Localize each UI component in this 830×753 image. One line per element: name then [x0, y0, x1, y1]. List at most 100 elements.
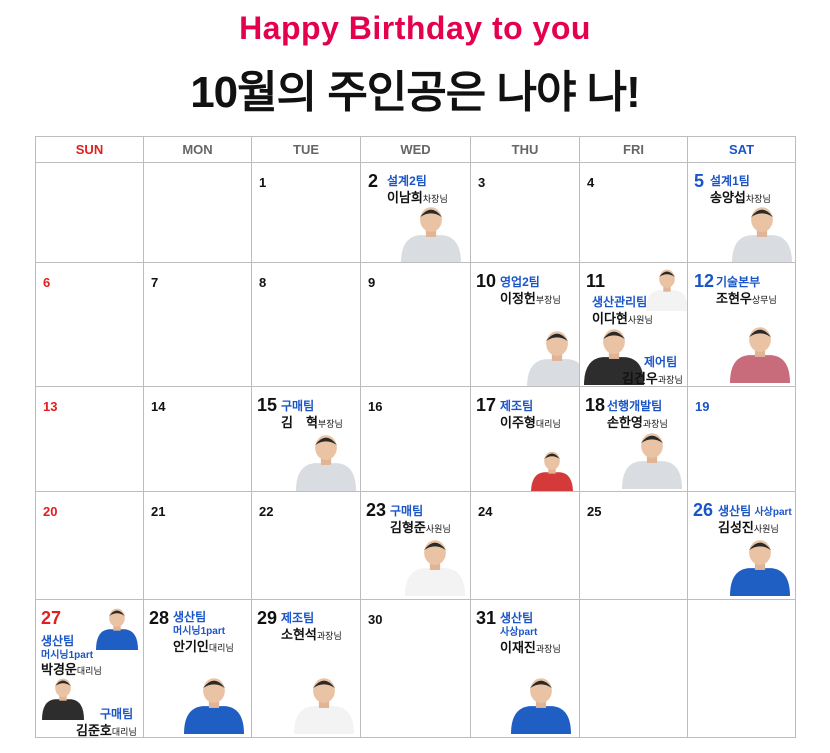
person-photo [525, 325, 579, 386]
person-name: 김준호대리님 [76, 720, 137, 737]
day-number: 8 [259, 275, 267, 290]
day-number: 9 [368, 275, 376, 290]
team-label: 구매팀 [281, 399, 315, 413]
team-label: 생산관리팀 [592, 295, 648, 309]
person-name-text: 조현우 [716, 291, 752, 306]
person-name: 김 혁부장님 [281, 412, 343, 431]
person-silhouette [531, 451, 573, 491]
person-silhouette [584, 329, 644, 385]
person-photo [529, 447, 575, 491]
person-name-text: 박경운 [41, 662, 77, 677]
day-cell-empty [35, 162, 144, 263]
person-name-text: 송양섭 [710, 190, 746, 205]
day-number: 15 [257, 395, 278, 415]
day-cell-19: 19 [687, 386, 796, 492]
person-silhouette [730, 540, 790, 596]
day-cell-21: 21 [143, 491, 252, 600]
calendar-grid: SUN MON TUE WED THU FRI SAT 1 2 설계2팀 이남희… [35, 136, 796, 738]
part-label: 머시닝1part [173, 622, 225, 637]
day-number: 1 [259, 175, 267, 190]
day-cell-empty [687, 599, 796, 738]
person-name: 이다현사원님 [592, 308, 653, 327]
team-label: 생산팀 [500, 611, 534, 625]
person-name: 소현석과장님 [281, 624, 342, 643]
person-silhouette [294, 678, 354, 734]
week-row-3: 13 14 15 구매팀 김 혁부장님 16 17 제조팀 이주형대리님 18 … [35, 386, 796, 492]
person-name: 안기인대리님 [173, 636, 234, 655]
person-photo [728, 321, 792, 386]
part-text: 사상part [500, 627, 538, 638]
day-number: 30 [368, 612, 383, 627]
day-number: 17 [476, 395, 497, 415]
person-title: 과장님 [316, 631, 342, 641]
person-name-text: 손한영 [607, 415, 643, 430]
weekday-tue: TUE [251, 136, 361, 163]
person-title: 사원님 [425, 524, 451, 534]
person-title: 대리님 [111, 727, 137, 737]
day-cell-16: 16 [360, 386, 471, 492]
day-number: 6 [43, 275, 51, 290]
week-row-2: 6 7 8 9 10 영업2팀 이정헌부장님 11 생산관리팀 이다현사원님 제… [35, 262, 796, 387]
person-title: 과장님 [535, 644, 561, 654]
person-name-text: 김성진 [718, 520, 754, 535]
team-label: 생산팀 사상part [718, 502, 792, 519]
person-photo [620, 427, 684, 491]
day-cell-14: 14 [143, 386, 252, 492]
day-cell-30: 30 [360, 599, 471, 738]
team-text: 생산팀 [718, 504, 752, 518]
person-title: 대리님 [76, 666, 102, 676]
person-photo [730, 201, 794, 262]
day-number: 26 [693, 500, 714, 520]
person-photo [644, 265, 687, 316]
day-cell-2: 2 설계2팀 이남희차장님 [360, 162, 471, 263]
person-silhouette [401, 207, 461, 262]
team-label: 구매팀 [100, 707, 134, 721]
team-label: 영업2팀 [500, 275, 540, 289]
day-number: 24 [478, 504, 493, 519]
person-silhouette [296, 435, 356, 491]
day-number: 11 [586, 271, 606, 291]
day-cell-9: 9 [360, 262, 471, 387]
part-text: 머시닝1part [173, 626, 226, 637]
person-name-text: 소현석 [281, 627, 317, 642]
team-label: 제어팀 [644, 355, 678, 369]
person-title: 부장님 [317, 419, 343, 429]
part-label: 사상part [754, 507, 792, 518]
day-cell-26: 26 생산팀 사상part 김성진사원님 [687, 491, 796, 600]
day-number: 23 [366, 500, 387, 520]
person-title: 사원님 [627, 315, 653, 325]
person-name-text: 이다현 [592, 311, 628, 326]
team-label: 기술본부 [716, 275, 761, 289]
day-cell-4: 4 [579, 162, 688, 263]
weekday-wed: WED [360, 136, 471, 163]
person-photo [728, 534, 792, 599]
team-label: 구매팀 [390, 504, 424, 518]
day-cell-31: 31 생산팀 사상part 이재진과장님 [470, 599, 580, 738]
day-cell-28: 28 생산팀 머시닝1part 안기인대리님 [143, 599, 252, 738]
person-photo [509, 672, 573, 737]
day-cell-10: 10 영업2팀 이정헌부장님 [470, 262, 580, 387]
day-number: 21 [151, 504, 166, 519]
person-silhouette [730, 327, 790, 383]
day-cell-3: 3 [470, 162, 580, 263]
day-number: 18 [585, 395, 606, 415]
day-number: 19 [695, 399, 710, 414]
person-photo [294, 429, 358, 491]
day-number: 10 [476, 271, 497, 291]
day-number: 12 [694, 271, 715, 291]
day-cell-8: 8 [251, 262, 361, 387]
day-cell-6: 6 [35, 262, 144, 387]
person-silhouette [405, 540, 465, 596]
person-name-text: 이주형 [500, 415, 536, 430]
person-title: 과장님 [642, 419, 668, 429]
team-label: 선행개발팀 [607, 399, 663, 413]
page-title: Happy Birthday to you [239, 10, 591, 46]
team-label: 생산팀 [173, 610, 207, 624]
person-title: 과장님 [657, 375, 683, 385]
day-cell-29: 29 제조팀 소현석과장님 [251, 599, 361, 738]
day-number: 16 [368, 399, 383, 414]
person-photo [40, 674, 86, 725]
day-cell-23: 23 구매팀 김형준사원님 [360, 491, 471, 600]
person-silhouette [511, 678, 571, 734]
person-name: 이정헌부장님 [500, 288, 561, 307]
